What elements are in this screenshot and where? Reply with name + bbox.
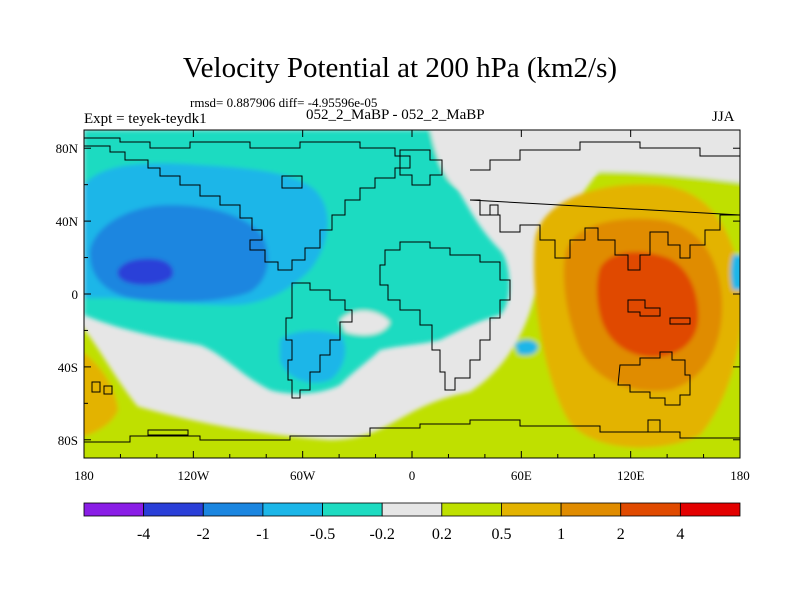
colorbar-label: 4 — [676, 526, 684, 543]
colorbar-swatch — [262, 502, 323, 517]
colorbar-swatch — [560, 502, 622, 517]
experiment-label: Expt = teyek-teydk1 — [84, 111, 207, 127]
colorbar-swatch — [143, 502, 204, 517]
x-tick-label: 180 — [74, 468, 94, 483]
colorbar-label: -2 — [197, 526, 210, 543]
season-label: JJA — [712, 109, 735, 125]
zone-northeast-white — [420, 130, 740, 215]
colorbar: -4 -2 -1 -0.5 -0.2 0.2 0.5 1 2 4 — [83, 502, 741, 543]
colorbar-label: 0.2 — [432, 526, 452, 543]
coastline-australia — [617, 351, 691, 406]
y-tick-label: 80S — [58, 433, 78, 448]
x-tick-label: 120E — [617, 468, 645, 483]
stats-text: rmsd= 0.887906 diff= -4.95596e-05 — [190, 95, 378, 110]
x-tick-label: 60E — [511, 468, 532, 483]
region-west-darkblue — [117, 258, 174, 285]
colorbar-swatch — [381, 502, 443, 517]
colorbar-label: -1 — [256, 526, 269, 543]
colorbar-label: 1 — [557, 526, 565, 543]
region-east-redorange — [597, 252, 699, 358]
y-tick-label: 80N — [56, 141, 79, 156]
colorbar-swatch — [202, 502, 264, 517]
x-tick-label: 180 — [730, 468, 750, 483]
colorbar-swatch — [620, 502, 681, 517]
region-west-orange — [84, 352, 118, 437]
colorbar-swatch — [501, 502, 562, 517]
y-tick-label: 40N — [56, 214, 79, 229]
chart-title: Velocity Potential at 200 hPa (km2/s) — [182, 52, 618, 84]
map-area — [84, 130, 740, 458]
colorbar-label: -4 — [137, 526, 150, 543]
colorbar-swatch — [679, 502, 741, 517]
y-tick-label: 0 — [72, 287, 79, 302]
coastline-indonesia — [627, 299, 691, 325]
region-west-blue — [89, 205, 268, 302]
x-tick-label: 60W — [290, 468, 316, 483]
x-tick-label: 0 — [409, 468, 416, 483]
colorbar-label: -0.5 — [310, 526, 335, 543]
colorbar-swatch — [83, 502, 145, 517]
coastline-africa — [379, 241, 511, 391]
coastline-small-islands — [91, 175, 661, 436]
coastline-north-america — [84, 137, 411, 271]
patch-east-lightblue — [730, 255, 740, 290]
coastline-south-america — [285, 282, 353, 399]
coastlines — [84, 137, 740, 443]
colorbar-swatch — [441, 502, 502, 517]
axis-ticks: 180 120W 60W 0 60E 120E 180 80N 40N 0 40S 80S — [56, 130, 750, 483]
patch-africa-lightblue — [515, 339, 538, 356]
comparison-label: 052_2_MaBP - 052_2_MaBP — [306, 107, 485, 123]
coastline-antarctica — [84, 419, 740, 443]
patch-southamerica-lightblue — [280, 330, 346, 383]
contour-fills — [84, 130, 740, 458]
y-tick-label: 40S — [58, 360, 78, 375]
colorbar-label: -0.2 — [370, 526, 395, 543]
x-tick-label: 120W — [177, 468, 210, 483]
colorbar-swatch — [322, 502, 383, 517]
colorbar-label: 0.5 — [491, 526, 511, 543]
colorbar-label: 2 — [617, 526, 625, 543]
coastline-eurasia — [469, 141, 740, 271]
coastline-greenland — [399, 149, 443, 186]
